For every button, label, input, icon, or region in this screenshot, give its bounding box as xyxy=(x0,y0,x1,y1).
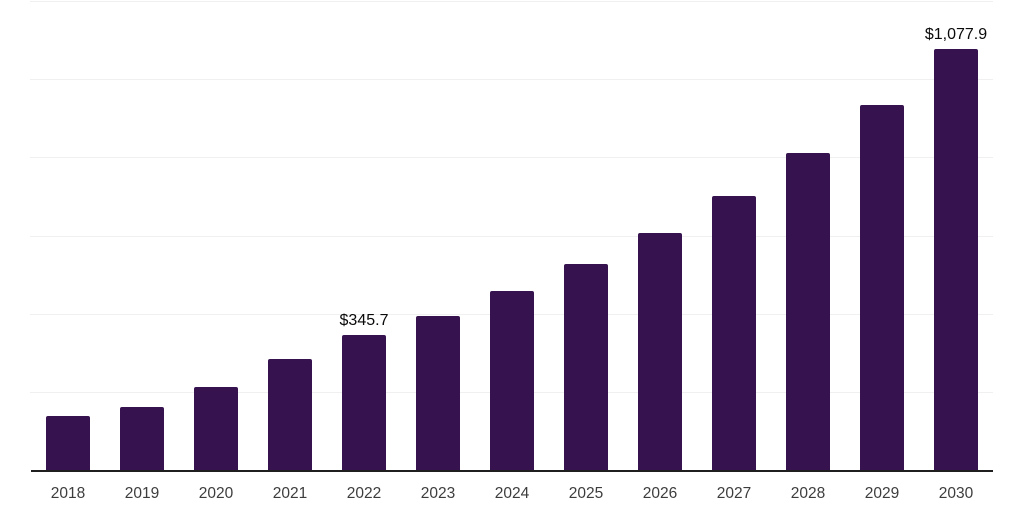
bar-2018[interactable] xyxy=(46,416,90,470)
x-tick-2018: 2018 xyxy=(50,485,86,502)
x-tick-2022: 2022 xyxy=(346,485,382,502)
x-tick-2019: 2019 xyxy=(124,485,160,502)
bar-2023[interactable] xyxy=(416,315,460,470)
bar-2028[interactable] xyxy=(786,153,830,470)
x-tick-2020: 2020 xyxy=(198,485,234,502)
gridline-600 xyxy=(30,235,993,237)
data-label-2030: $1,077.9 xyxy=(924,25,988,43)
x-axis-line xyxy=(31,470,993,472)
x-tick-2030: 2030 xyxy=(938,485,974,502)
x-tick-2027: 2027 xyxy=(716,485,752,502)
bar-2030[interactable] xyxy=(934,48,978,470)
x-tick-2024: 2024 xyxy=(494,485,530,502)
bar-2026[interactable] xyxy=(638,233,682,470)
gridline-1200 xyxy=(30,1,993,2)
bar-2027[interactable] xyxy=(712,196,756,470)
bar-2024[interactable] xyxy=(490,291,534,470)
x-tick-2025: 2025 xyxy=(568,485,604,502)
gridline-1000 xyxy=(30,79,993,81)
x-tick-2023: 2023 xyxy=(420,485,456,502)
bar-2021[interactable] xyxy=(268,359,312,470)
data-label-2022: $345.7 xyxy=(339,311,389,329)
gridline-800 xyxy=(30,157,993,159)
bar-2022[interactable] xyxy=(342,334,386,470)
bar-2025[interactable] xyxy=(564,264,608,470)
bar-2020[interactable] xyxy=(194,387,238,470)
x-tick-2028: 2028 xyxy=(790,485,826,502)
bar-2019[interactable] xyxy=(120,406,164,470)
bar-2029[interactable] xyxy=(860,105,904,470)
x-tick-2021: 2021 xyxy=(272,485,308,502)
x-tick-2029: 2029 xyxy=(864,485,900,502)
x-tick-2026: 2026 xyxy=(642,485,678,502)
